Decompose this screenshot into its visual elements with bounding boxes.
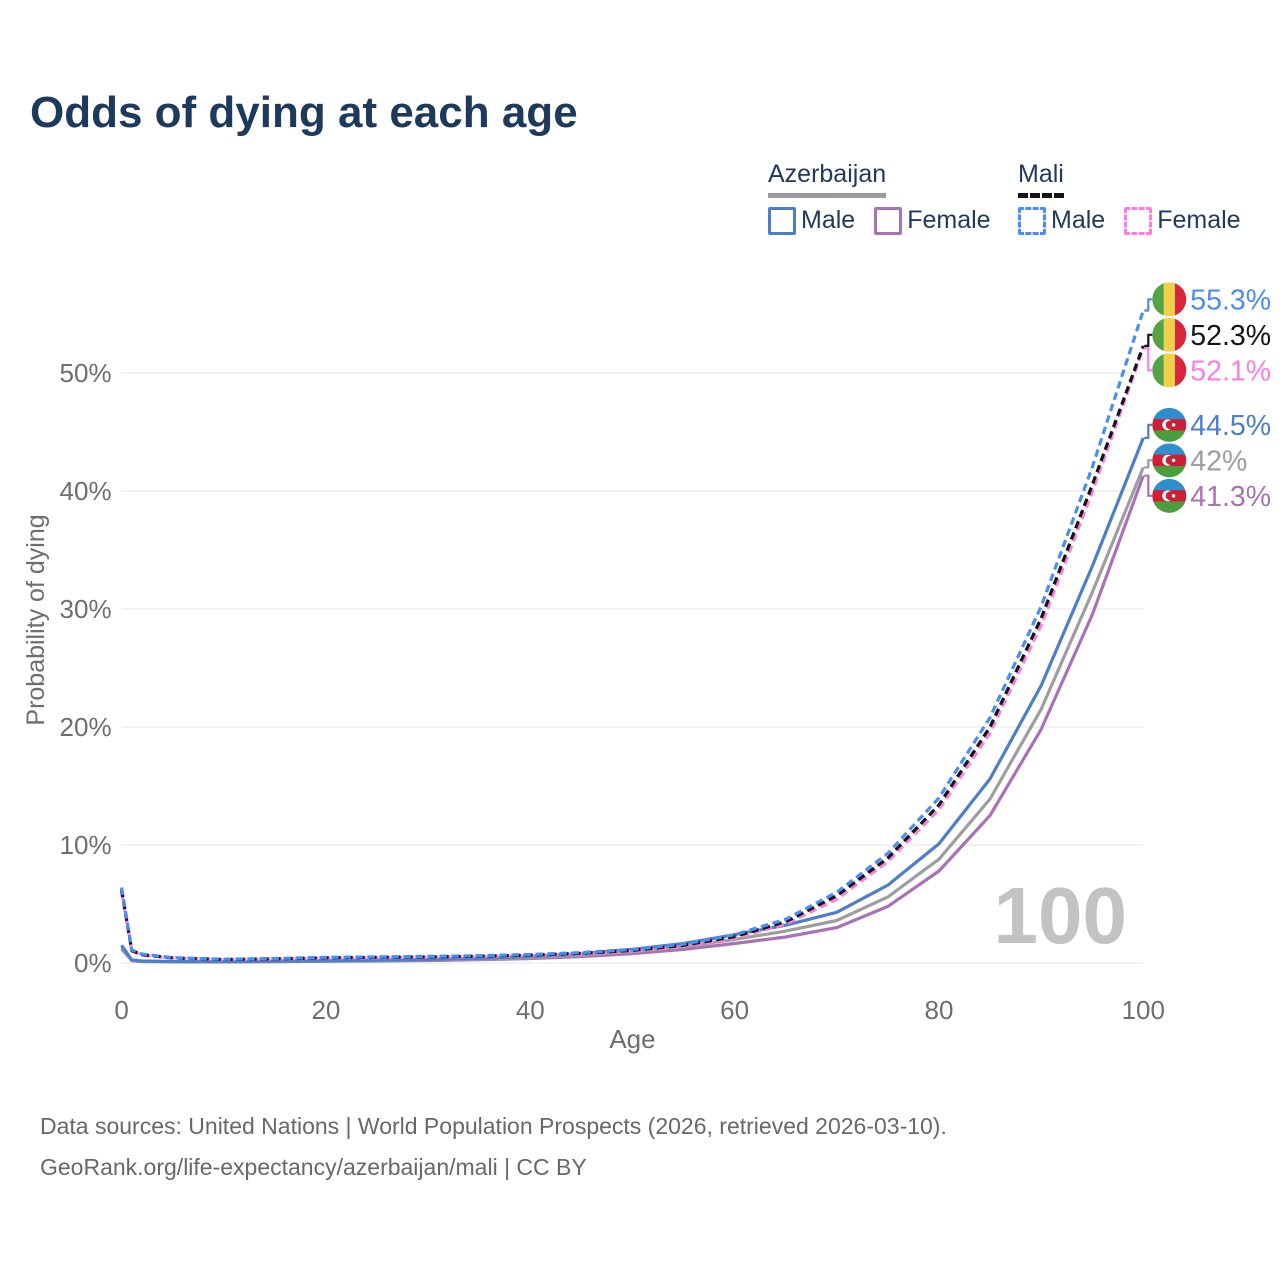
label-connector: [1144, 459, 1153, 469]
crescent-icon: [1165, 491, 1175, 501]
y-tick-label: 40%: [60, 476, 112, 506]
legend-group-mali: Mali Male Female: [1018, 160, 1241, 235]
mali-female-swatch-icon: [1124, 206, 1153, 235]
azerbaijan-flag-icon: [1152, 478, 1187, 513]
crescent-icon: [1165, 420, 1175, 430]
series-line-mali-both[interactable]: [120, 345, 1145, 962]
x-tick-label: 80: [924, 995, 953, 1025]
legend-item-label: Female: [1157, 206, 1241, 234]
flag-stripe: [1152, 317, 1165, 352]
flag-stripe: [1174, 317, 1187, 352]
x-tick-label: 100: [1122, 995, 1165, 1025]
flag-stripe: [1152, 478, 1187, 491]
x-tick-label: 40: [516, 995, 545, 1025]
end-value-label-azerbaijan-both: 42%: [1190, 445, 1247, 477]
flag-stripe: [1152, 353, 1165, 388]
footer-sources-line: Data sources: United Nations | World Pop…: [40, 1113, 947, 1139]
page-title: Odds of dying at each age: [30, 88, 578, 137]
flag-stripe: [1174, 353, 1187, 388]
mali-flag-icon: [1152, 282, 1187, 317]
legend-item-azerbaijan-female[interactable]: Female: [874, 206, 991, 235]
legend-item-label: Male: [1051, 206, 1106, 234]
x-axis-title: Age: [609, 1024, 655, 1054]
star-icon: [1171, 494, 1176, 498]
label-connector: [1144, 347, 1153, 372]
star-icon: [1171, 423, 1176, 427]
mali-flag-icon: [1152, 353, 1187, 388]
flag-stripe: [1152, 465, 1187, 478]
legend-item-mali-female[interactable]: Female: [1124, 206, 1241, 235]
y-tick-label: 50%: [60, 358, 112, 388]
end-value-label-azerbaijan-male: 44.5%: [1190, 410, 1271, 442]
series-line-azerbaijan-male[interactable]: [120, 437, 1145, 964]
end-value-label-mali-female: 52.1%: [1190, 355, 1271, 387]
flag-stripe: [1152, 443, 1187, 456]
flag-stripe: [1152, 430, 1187, 442]
label-connector: [1144, 298, 1153, 312]
legend-header-mali[interactable]: Mali: [1018, 160, 1064, 198]
axes: 0% 10% 20% 30% 40% 50% 0 20 40 60 80 100 Age Probabil…: [22, 358, 1165, 1054]
hover-watermark: 100: [994, 871, 1127, 960]
mali-male-swatch-icon: [1018, 206, 1046, 235]
series-line-mali-female[interactable]: [120, 347, 1145, 962]
y-tick-label: 20%: [60, 712, 112, 742]
azerbaijan-flag-icon: [1152, 443, 1187, 478]
flag-stripe: [1163, 353, 1176, 388]
crescent-icon: [1165, 455, 1175, 465]
legend-item-label: Female: [907, 206, 991, 234]
legend-item-label: Male: [801, 206, 856, 234]
end-annotations: 55.3% 52.3%52.1% 44.5%42% 41.3%: [1144, 282, 1271, 513]
flag-stripe: [1163, 317, 1176, 352]
azerbaijan-male-swatch-icon: [768, 206, 796, 235]
y-tick-label: 0%: [74, 948, 112, 978]
flag-stripe: [1163, 282, 1176, 317]
series-line-mali-male[interactable]: [120, 310, 1145, 961]
gridlines: [121, 372, 1144, 964]
x-tick-label: 20: [311, 995, 340, 1025]
flag-stripe: [1152, 407, 1187, 420]
label-connector: [1144, 474, 1153, 497]
series-lines: [120, 310, 1145, 964]
x-tick-label: 0: [114, 995, 128, 1025]
flag-stripe: [1152, 501, 1187, 513]
y-tick-label: 30%: [60, 594, 112, 624]
flag-stripe: [1152, 282, 1165, 317]
label-connector: [1144, 333, 1153, 347]
legend-item-azerbaijan-male[interactable]: Male: [768, 206, 855, 235]
end-value-label-mali-male: 55.3%: [1190, 284, 1271, 316]
series-line-azerbaijan-both[interactable]: [120, 466, 1145, 964]
flag-stripe: [1174, 282, 1187, 317]
label-connector: [1144, 423, 1153, 439]
footer-url-line: GeoRank.org/life-expectancy/azerbaijan/m…: [40, 1154, 587, 1180]
azerbaijan-flag-icon: [1152, 407, 1187, 442]
legend-item-mali-male[interactable]: Male: [1018, 206, 1105, 235]
age-hover-watermark: 100: [994, 871, 1127, 960]
legend-group-azerbaijan: Azerbaijan Male Female: [768, 160, 991, 235]
end-value-label-azerbaijan-female: 41.3%: [1190, 481, 1271, 513]
star-icon: [1171, 458, 1176, 463]
y-axis-title: Probability of dying: [22, 514, 50, 725]
y-tick-label: 10%: [60, 830, 112, 860]
mali-flag-icon: [1152, 317, 1187, 352]
end-value-label-mali-both: 52.3%: [1190, 320, 1271, 352]
footer: Data sources: United Nations | World Pop…: [40, 1106, 947, 1188]
x-tick-label: 60: [720, 995, 749, 1025]
azerbaijan-female-swatch-icon: [874, 206, 903, 235]
legend-header-azerbaijan[interactable]: Azerbaijan: [768, 160, 887, 198]
